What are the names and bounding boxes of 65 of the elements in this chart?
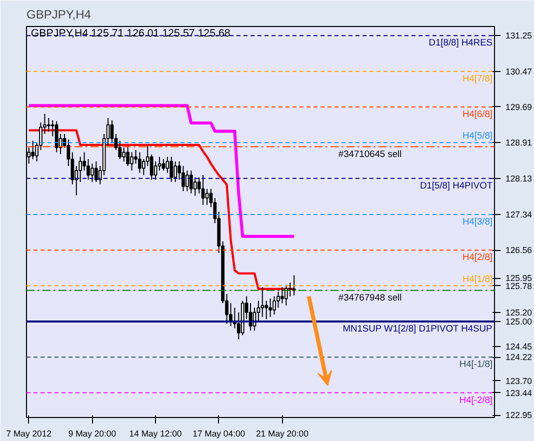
candlestick [46, 117, 50, 132]
ref-line-label: MN1SUP W1[2/8] D1PIVOT H4SUP [342, 323, 492, 334]
candlestick [122, 147, 126, 162]
candlestick [174, 160, 178, 182]
candlestick [182, 165, 185, 192]
candlestick [272, 296, 276, 316]
ref-line-label: H4[1/8] [462, 274, 493, 284]
candlestick [126, 144, 130, 166]
y-tick-label: 130.47 [506, 66, 532, 76]
y-tick-label: 128.13 [506, 173, 532, 184]
candlestick [94, 160, 98, 182]
x-tick-label: 21 May 20:00 [256, 428, 309, 438]
ref-line-label: #34710645 sell [338, 148, 402, 159]
y-tick-label: 126.56 [506, 245, 532, 256]
candlestick [154, 160, 158, 180]
y-tick-label: 123.70 [506, 376, 532, 386]
ref-line-label: H4[2/8] [462, 252, 493, 262]
candlestick [158, 156, 162, 172]
candlestick [162, 158, 166, 172]
candlestick [189, 170, 193, 194]
ref-line-label: H4[7/8] [462, 73, 493, 84]
ref-line-label: D1[8/8] H4RES [428, 38, 493, 48]
candlestick [54, 120, 58, 153]
y-tick-label: 125.20 [506, 307, 532, 318]
y-tick-label: 123.44 [506, 388, 532, 398]
chart-title: GBPJPY,H4 [26, 8, 92, 22]
x-tick-label: 14 May 12:00 [129, 428, 182, 438]
y-tick-label: 125.95 [506, 273, 532, 284]
ref-line-label: H4[3/8] [462, 216, 493, 226]
ref-line-label: H4[5/8] [462, 130, 493, 141]
y-tick-label: 125.00 [506, 316, 532, 326]
x-tick-label: 9 May 20:00 [68, 428, 116, 438]
chart-subtitle: GBPJPY,H4 125.71 126.01 125.57 125.68 [30, 28, 230, 40]
candlestick [31, 140, 35, 160]
x-tick-label: 7 May 2012 [6, 428, 52, 438]
candlestick [138, 152, 142, 174]
candlestick [193, 176, 197, 196]
candlestick [288, 282, 292, 297]
y-tick-label: 131.25 [506, 30, 532, 41]
candlestick [268, 298, 272, 318]
ref-line-label: H4[6/8] [462, 108, 493, 119]
ref-line-label: D1[5/8] H4PIVOT [420, 180, 493, 190]
y-tick-label: 128.91 [506, 138, 532, 148]
y-tick-label: 124.45 [506, 342, 532, 352]
y-tick-label: 125.78 [506, 280, 532, 291]
candlestick [284, 284, 288, 306]
y-tick-label: 127.34 [506, 209, 532, 220]
ref-line-label: H4[-2/8] [459, 394, 493, 405]
candlestick [170, 156, 174, 182]
candlestick [280, 286, 284, 304]
ref-line-label: H4[-1/8] [459, 359, 493, 370]
candlestick [260, 286, 264, 318]
candlestick [130, 152, 134, 172]
ref-line-label: #34767948 sell [338, 292, 402, 302]
candlestick [150, 154, 154, 180]
line-series [27, 104, 296, 238]
y-tick-label: 124.22 [506, 352, 532, 362]
candlestick [201, 174, 205, 206]
y-tick-label: 129.69 [506, 102, 532, 112]
candlestick [186, 170, 189, 192]
y-tick-label: 122.95 [506, 410, 532, 420]
candlestick [264, 300, 268, 320]
candlestick [90, 163, 94, 182]
x-tick-label: 17 May 04:00 [192, 428, 246, 438]
candlestick [205, 188, 209, 206]
